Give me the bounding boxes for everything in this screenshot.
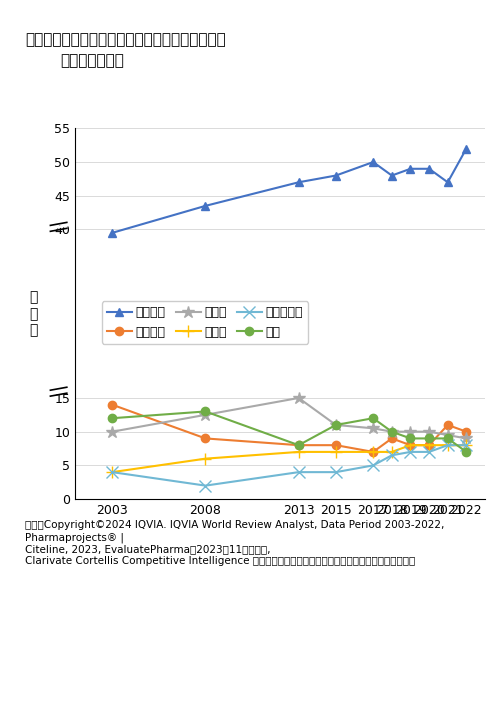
Line: スイス: スイス	[106, 391, 472, 445]
スイス	[444, 431, 450, 439]
日本	[370, 414, 376, 423]
イギリス	[370, 448, 376, 456]
ドイツ	[464, 441, 469, 449]
日本	[333, 421, 339, 429]
スイス	[296, 394, 302, 402]
デンマーク	[389, 451, 395, 460]
アメリカ	[202, 202, 208, 210]
スイス	[389, 427, 395, 436]
ドイツ	[389, 448, 395, 456]
イギリス	[464, 427, 469, 436]
Line: イギリス: イギリス	[108, 401, 470, 456]
Line: アメリカ: アメリカ	[108, 145, 470, 237]
アメリカ	[296, 178, 302, 187]
イギリス	[444, 421, 450, 429]
デンマーク	[408, 448, 414, 456]
イギリス	[408, 441, 414, 449]
ドイツ	[444, 441, 450, 449]
デンマーク	[444, 441, 450, 449]
デンマーク	[464, 441, 469, 449]
ドイツ	[408, 441, 414, 449]
日本	[444, 434, 450, 443]
ドイツ	[370, 448, 376, 456]
Text: 図３　医薬品創出企業の国籍別医薬品数年次推移: 図３ 医薬品創出企業の国籍別医薬品数年次推移	[25, 32, 226, 47]
イギリス	[426, 441, 432, 449]
アメリカ	[426, 165, 432, 173]
アメリカ	[110, 229, 116, 237]
デンマーク	[296, 468, 302, 476]
Text: 出所：Copyright©2024 IQVIA. IQVIA World Review Analyst, Data Period 2003-2022, Phar: 出所：Copyright©2024 IQVIA. IQVIA World Rev…	[25, 520, 444, 566]
日本	[296, 441, 302, 449]
スイス	[370, 424, 376, 433]
イギリス	[296, 441, 302, 449]
スイス	[110, 427, 116, 436]
日本	[110, 414, 116, 423]
アメリカ	[408, 165, 414, 173]
アメリカ	[389, 171, 395, 180]
Line: デンマーク: デンマーク	[106, 440, 472, 491]
日本	[426, 434, 432, 443]
Line: ドイツ: ドイツ	[106, 440, 472, 478]
デンマーク	[333, 468, 339, 476]
アメリカ	[464, 144, 469, 153]
デンマーク	[110, 468, 116, 476]
Text: （上位６か国）: （上位６か国）	[60, 53, 124, 68]
デンマーク	[426, 448, 432, 456]
ドイツ	[296, 448, 302, 456]
イギリス	[333, 441, 339, 449]
ドイツ	[426, 441, 432, 449]
Line: 日本: 日本	[108, 407, 470, 456]
Legend: アメリカ, イギリス, スイス, ドイツ, デンマーク, 日本: アメリカ, イギリス, スイス, ドイツ, デンマーク, 日本	[102, 302, 308, 344]
イギリス	[389, 434, 395, 443]
アメリカ	[444, 178, 450, 187]
アメリカ	[333, 171, 339, 180]
デンマーク	[202, 481, 208, 490]
Y-axis label: 品
目
数: 品 目 数	[29, 290, 38, 337]
日本	[389, 427, 395, 436]
イギリス	[110, 401, 116, 409]
スイス	[202, 411, 208, 419]
アメリカ	[370, 158, 376, 166]
スイス	[333, 421, 339, 429]
スイス	[408, 427, 414, 436]
ドイツ	[202, 454, 208, 463]
日本	[408, 434, 414, 443]
イギリス	[202, 434, 208, 443]
ドイツ	[110, 468, 116, 476]
デンマーク	[370, 461, 376, 470]
日本	[464, 448, 469, 456]
ドイツ	[333, 448, 339, 456]
日本	[202, 407, 208, 416]
スイス	[426, 427, 432, 436]
スイス	[464, 434, 469, 443]
